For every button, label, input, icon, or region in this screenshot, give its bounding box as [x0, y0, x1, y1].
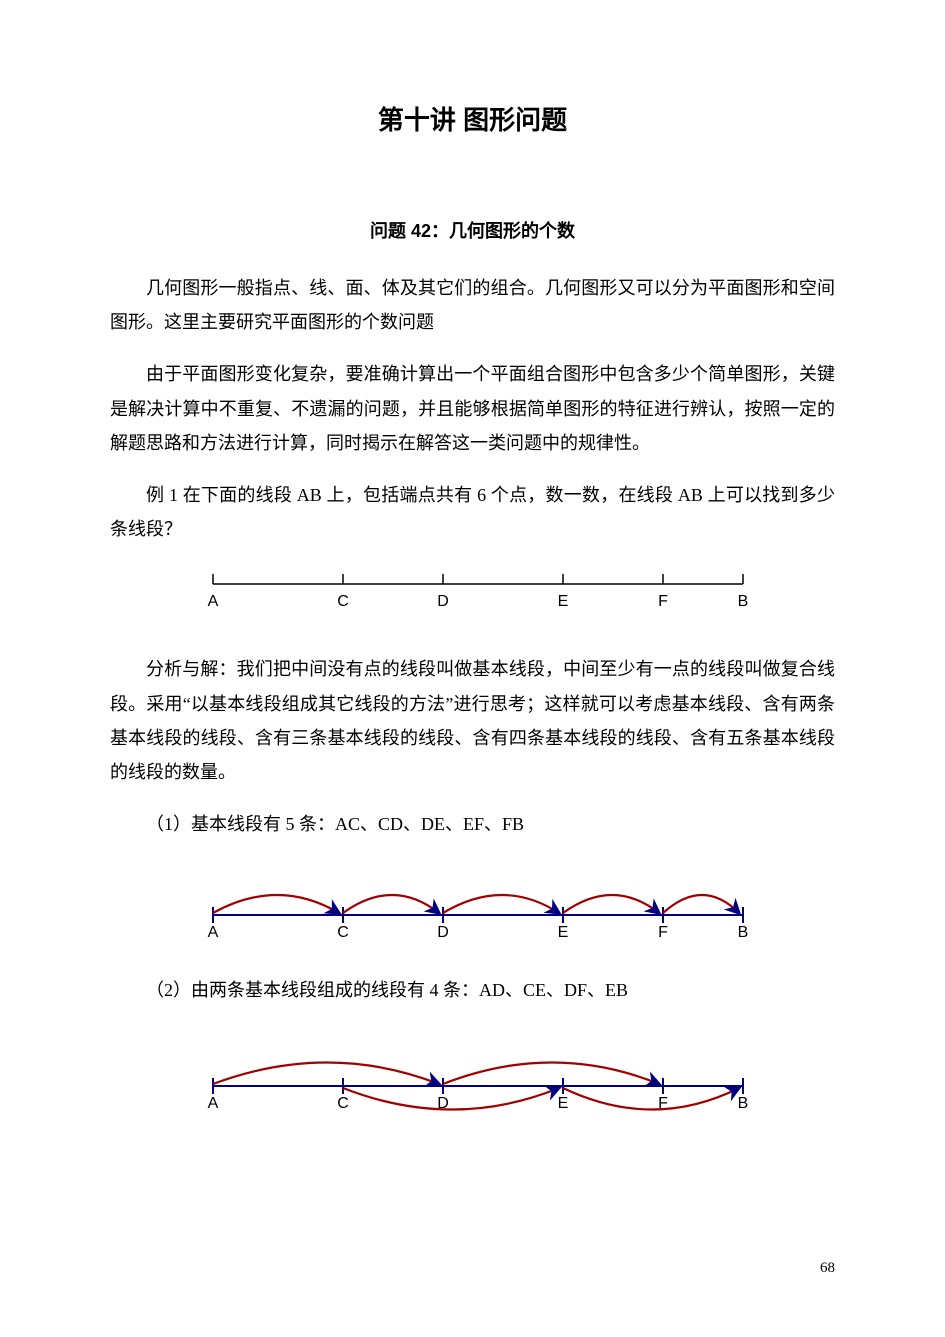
- item-2-two-segments: （2）由两条基本线段组成的线段有 4 条：AD、CE、DF、EB: [110, 973, 835, 1007]
- svg-text:D: D: [437, 924, 449, 941]
- svg-text:F: F: [658, 924, 668, 941]
- svg-text:E: E: [557, 924, 568, 941]
- svg-text:B: B: [737, 924, 748, 941]
- svg-text:C: C: [337, 1095, 349, 1112]
- svg-text:E: E: [557, 593, 568, 610]
- svg-text:E: E: [557, 1095, 568, 1112]
- analysis-paragraph: 分析与解：我们把中间没有点的线段叫做基本线段，中间至少有一点的线段叫做复合线段。…: [110, 652, 835, 789]
- figure-1-line-ab: ACDEFB: [110, 564, 835, 624]
- svg-text:A: A: [207, 1095, 218, 1112]
- svg-text:B: B: [737, 593, 748, 610]
- figure-3-two-segments: ACDEFB: [110, 1021, 835, 1141]
- svg-text:B: B: [737, 1095, 748, 1112]
- svg-text:C: C: [337, 593, 349, 610]
- svg-text:D: D: [437, 593, 449, 610]
- item-1-basic-segments: （1）基本线段有 5 条：AC、CD、DE、EF、FB: [110, 807, 835, 841]
- figure-2-basic-segments: ACDEFB: [110, 855, 835, 945]
- svg-text:A: A: [207, 593, 218, 610]
- page: 第十讲 图形问题 问题 42：几何图形的个数 几何图形一般指点、线、面、体及其它…: [0, 0, 945, 1337]
- svg-text:C: C: [337, 924, 349, 941]
- lecture-title: 第十讲 图形问题: [110, 100, 835, 137]
- paragraph-intro-1: 几何图形一般指点、线、面、体及其它们的组合。几何图形又可以分为平面图形和空间图形…: [110, 271, 835, 339]
- paragraph-intro-2: 由于平面图形变化复杂，要准确计算出一个平面组合图形中包含多少个简单图形，关键是解…: [110, 357, 835, 460]
- svg-text:F: F: [658, 593, 668, 610]
- page-number: 68: [820, 1260, 835, 1277]
- svg-text:A: A: [207, 924, 218, 941]
- problem-subtitle: 问题 42：几何图形的个数: [110, 217, 835, 243]
- example-1-statement: 例 1 在下面的线段 AB 上，包括端点共有 6 个点，数一数，在线段 AB 上…: [110, 478, 835, 546]
